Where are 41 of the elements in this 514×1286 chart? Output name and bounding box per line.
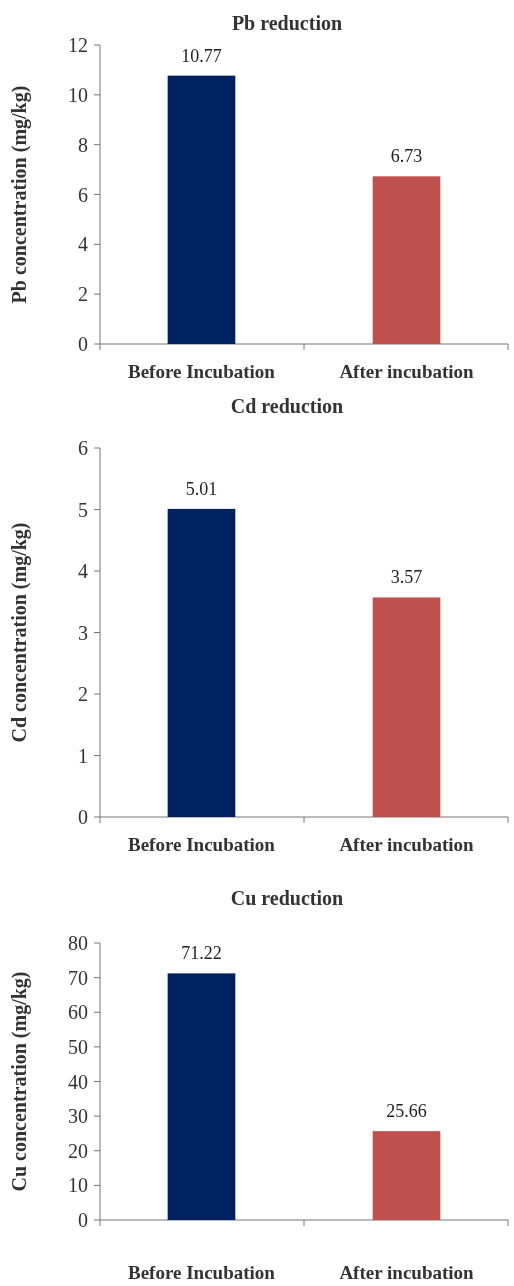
y-tick-label: 10 — [68, 1174, 88, 1197]
x-tick-label: After incubation — [339, 834, 475, 855]
y-axis-title: Cd concentration (mg/kg) — [8, 522, 31, 743]
y-tick-label: 4 — [78, 560, 88, 582]
x-tick-label: Before Incubation — [128, 1262, 276, 1283]
y-tick-label: 60 — [68, 1001, 88, 1024]
y-tick-label: 70 — [68, 966, 88, 989]
y-tick-label: 20 — [68, 1139, 88, 1162]
y-tick-label: 2 — [78, 283, 88, 306]
y-tick-label: 5 — [78, 498, 88, 521]
chart-title: Pb reduction — [231, 12, 343, 34]
y-tick-label: 1 — [78, 744, 88, 767]
data-label: 6.73 — [390, 146, 423, 167]
y-tick-label: 8 — [78, 133, 88, 156]
y-tick-label: 4 — [78, 233, 88, 256]
data-label: 3.57 — [390, 567, 423, 588]
chart-title: Cu reduction — [230, 887, 344, 909]
y-tick-label: 12 — [68, 34, 88, 56]
y-tick-label: 0 — [78, 806, 88, 828]
y-tick-label: 50 — [68, 1035, 88, 1058]
y-tick-label: 3 — [78, 621, 88, 644]
data-label: 71.22 — [181, 943, 222, 964]
x-tick-label: Before Incubation — [128, 834, 276, 855]
y-tick-label: 80 — [68, 932, 88, 954]
x-tick-label: After incubation — [339, 1262, 475, 1283]
y-tick-label: 30 — [68, 1105, 88, 1128]
data-label: 5.01 — [185, 478, 218, 499]
y-tick-label: 40 — [68, 1070, 88, 1093]
data-label: 10.77 — [181, 45, 222, 66]
y-tick-label: 6 — [78, 183, 88, 206]
y-tick-label: 0 — [78, 1209, 88, 1231]
y-axis-title: Pb concentration (mg/kg) — [8, 85, 31, 304]
y-tick-label: 6 — [78, 437, 88, 459]
y-tick-label: 0 — [78, 333, 88, 355]
x-tick-label: After incubation — [339, 361, 475, 382]
x-tick-label: Before Incubation — [128, 361, 276, 382]
y-tick-label: 10 — [68, 83, 88, 106]
y-axis-title: Cu concentration (mg/kg) — [8, 971, 31, 1192]
y-tick-label: 2 — [78, 683, 88, 705]
chart-title: Cd reduction — [230, 395, 344, 417]
data-label: 25.66 — [386, 1101, 427, 1122]
